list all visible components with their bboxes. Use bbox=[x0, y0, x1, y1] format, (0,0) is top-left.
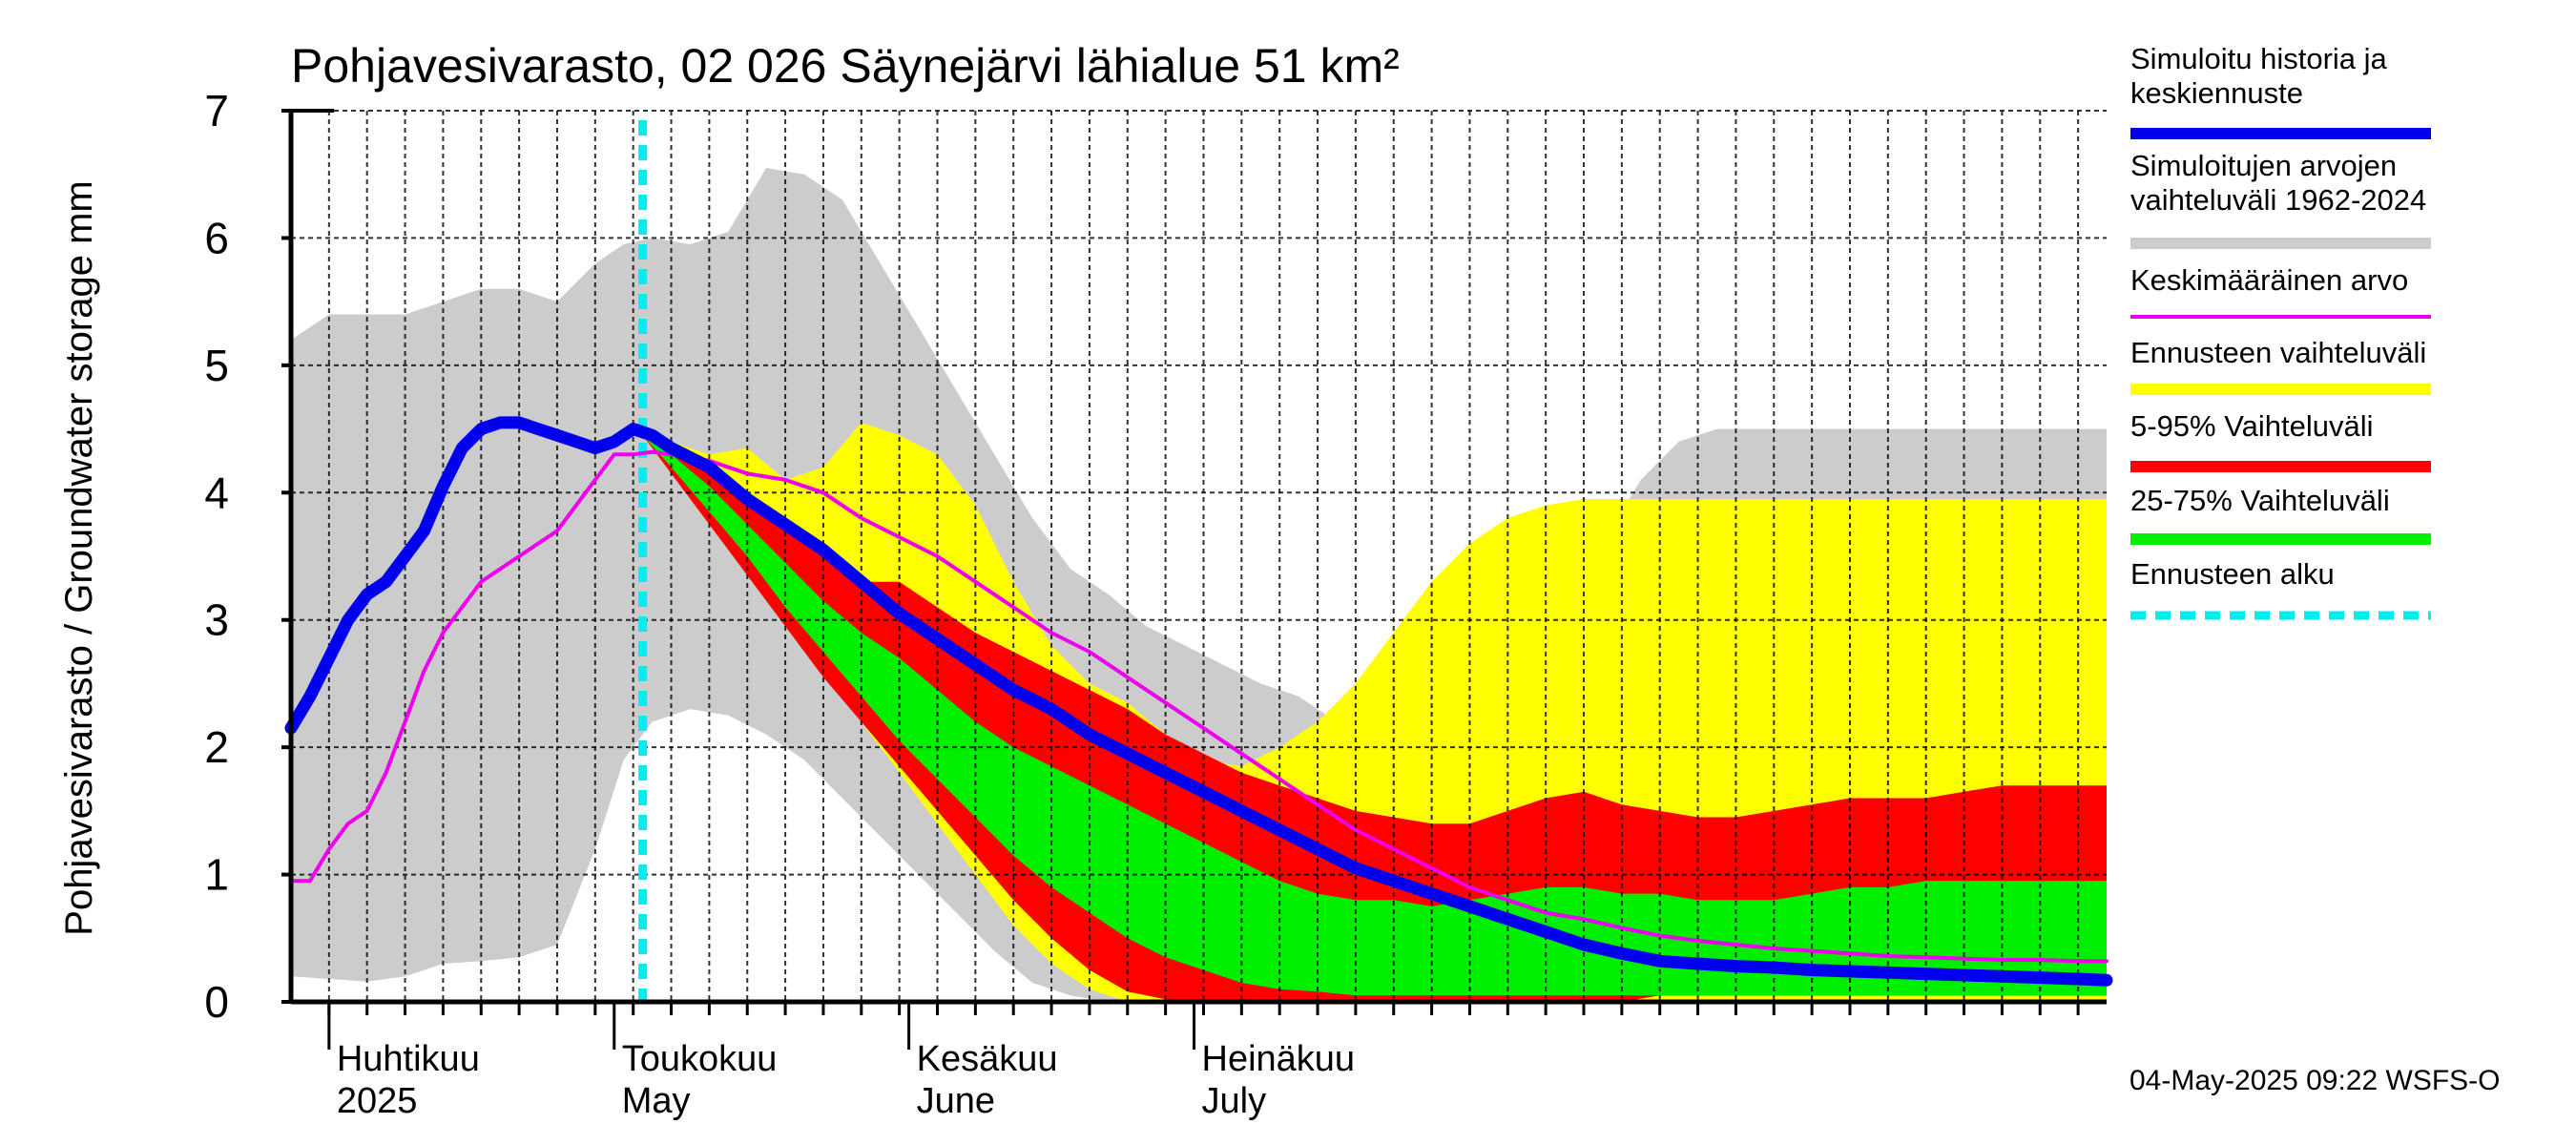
y-tick-label-2: 2 bbox=[204, 722, 229, 772]
y-tick-label-5: 5 bbox=[204, 341, 229, 390]
y-tick-label-4: 4 bbox=[204, 468, 229, 517]
y-tick-label-6: 6 bbox=[204, 213, 229, 262]
line-5 bbox=[284, 416, 2113, 987]
band-3 bbox=[642, 435, 2107, 996]
y-tick-label-1: 1 bbox=[204, 850, 229, 900]
legend-label-1: Simuloitujen arvojen vaihteluväli 1962-20… bbox=[2130, 149, 2426, 217]
lines-layer bbox=[284, 120, 2113, 1002]
chart-title: Pohjavesivarasto, 02 026 Säynejärvi lähi… bbox=[291, 39, 1400, 93]
band-2 bbox=[642, 435, 2107, 1002]
month-label-fi-0: Huhtikuu bbox=[337, 1039, 480, 1079]
timestamp-footer: 04-May-2025 09:22 WSFS-O bbox=[2129, 1065, 2501, 1096]
legend-label-2: Keskimääräinen arvo bbox=[2130, 263, 2408, 297]
grid-layer bbox=[291, 110, 2107, 1003]
y-tick-label-0: 0 bbox=[204, 977, 229, 1027]
legend-label-0: Simuloitu historia ja keskiennuste bbox=[2130, 42, 2388, 110]
axes-layer: 01234567Huhtikuu2025ToukokuuMayKesäkuuJu… bbox=[204, 86, 2107, 1121]
y-tick-label-7: 7 bbox=[204, 86, 229, 135]
legend-label-3: Ennusteen vaihteluväli bbox=[2130, 336, 2426, 369]
line-4 bbox=[289, 449, 2109, 964]
month-label-fi-2: Kesäkuu bbox=[917, 1039, 1058, 1079]
legend-label-6: Ennusteen alku bbox=[2130, 557, 2335, 591]
month-label-en-0: 2025 bbox=[337, 1081, 418, 1121]
legend: Simuloitu historia ja keskiennuste Simuloi… bbox=[2130, 42, 2431, 620]
month-label-en-2: June bbox=[917, 1081, 995, 1121]
legend-label-5: 25-75% Vaihteluväli bbox=[2130, 484, 2390, 517]
month-label-en-3: July bbox=[1202, 1081, 1267, 1121]
month-label-fi-1: Toukokuu bbox=[622, 1039, 778, 1079]
y-axis-label: Pohjavesivarasto / Groundwater storage m… bbox=[58, 180, 100, 935]
y-tick-label-3: 3 bbox=[204, 595, 229, 645]
month-label-fi-3: Heinäkuu bbox=[1202, 1039, 1356, 1079]
bands-layer bbox=[291, 168, 2107, 1002]
legend-label-4: 5-95% Vaihteluväli bbox=[2130, 409, 2373, 443]
month-label-en-1: May bbox=[622, 1081, 691, 1121]
